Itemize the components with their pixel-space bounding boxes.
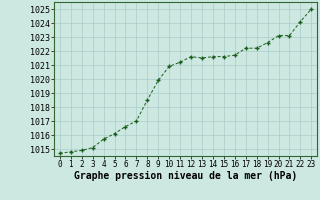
X-axis label: Graphe pression niveau de la mer (hPa): Graphe pression niveau de la mer (hPa) bbox=[74, 171, 297, 181]
